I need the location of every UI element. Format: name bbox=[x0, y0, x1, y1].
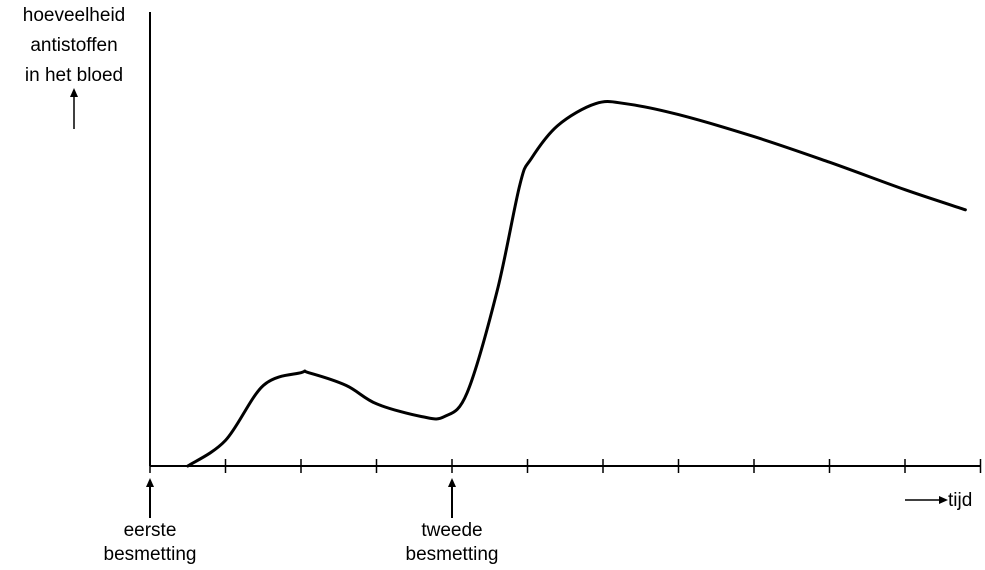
annotation-label: tweede bbox=[421, 520, 482, 541]
y-axis-label-line-3: in het bloed bbox=[25, 65, 123, 86]
annotation-label: besmetting bbox=[406, 544, 499, 565]
annotations: eerste besmetting tweede besmetting bbox=[104, 478, 499, 565]
x-axis-ticks bbox=[149, 459, 982, 473]
annotation-label: eerste bbox=[124, 520, 177, 541]
antibody-curve bbox=[186, 100, 967, 468]
annotation-label: besmetting bbox=[104, 544, 197, 565]
x-axis-label: tijd bbox=[948, 490, 972, 511]
y-axis-label-line-2: antistoffen bbox=[30, 35, 117, 56]
y-axis-label-line-1: hoeveelheid bbox=[23, 5, 125, 26]
